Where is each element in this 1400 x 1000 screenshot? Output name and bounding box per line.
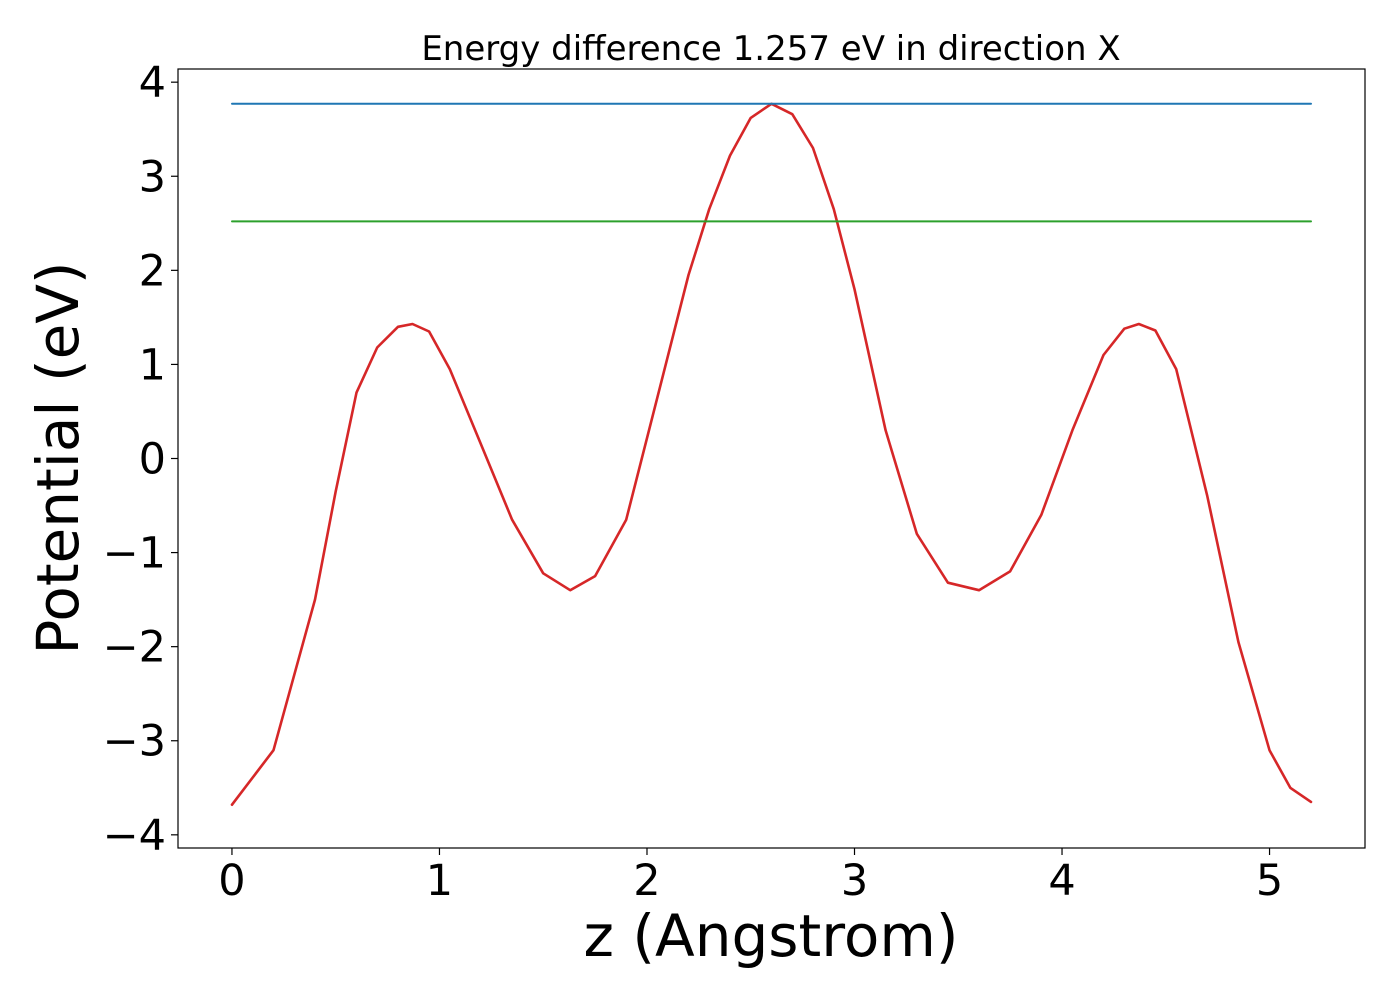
x-axis-ticks: 0 1 2 3 4 5 [218, 848, 1283, 906]
x-tick-label: 0 [218, 856, 245, 906]
y-tick-label: 2 [139, 246, 166, 296]
y-tick-label: −1 [103, 529, 166, 579]
y-axis-label: Potential (eV) [24, 261, 92, 654]
series-line-0 [230, 102, 1313, 807]
y-tick-label: 4 [139, 58, 166, 108]
y-tick-label: 0 [139, 435, 166, 485]
y-tick-label: −3 [103, 717, 166, 767]
plot-frame [177, 68, 1366, 849]
x-tick-label: 1 [426, 856, 453, 906]
x-tick-label: 4 [1048, 856, 1075, 906]
chart-title: Energy difference 1.257 eV in direction … [421, 29, 1120, 69]
y-tick-label: 1 [139, 340, 166, 390]
y-axis-ticks: −4 −3 −2 −1 0 1 2 3 4 [103, 58, 178, 861]
plot-series-group [230, 102, 1313, 807]
y-tick-label: −2 [103, 623, 166, 673]
x-tick-label: 3 [841, 856, 868, 906]
y-tick-label: −4 [103, 811, 166, 861]
x-tick-label: 2 [633, 856, 660, 906]
x-axis-label: z (Angstrom) [584, 902, 959, 970]
x-tick-label: 5 [1256, 856, 1283, 906]
y-tick-label: 3 [139, 152, 166, 202]
